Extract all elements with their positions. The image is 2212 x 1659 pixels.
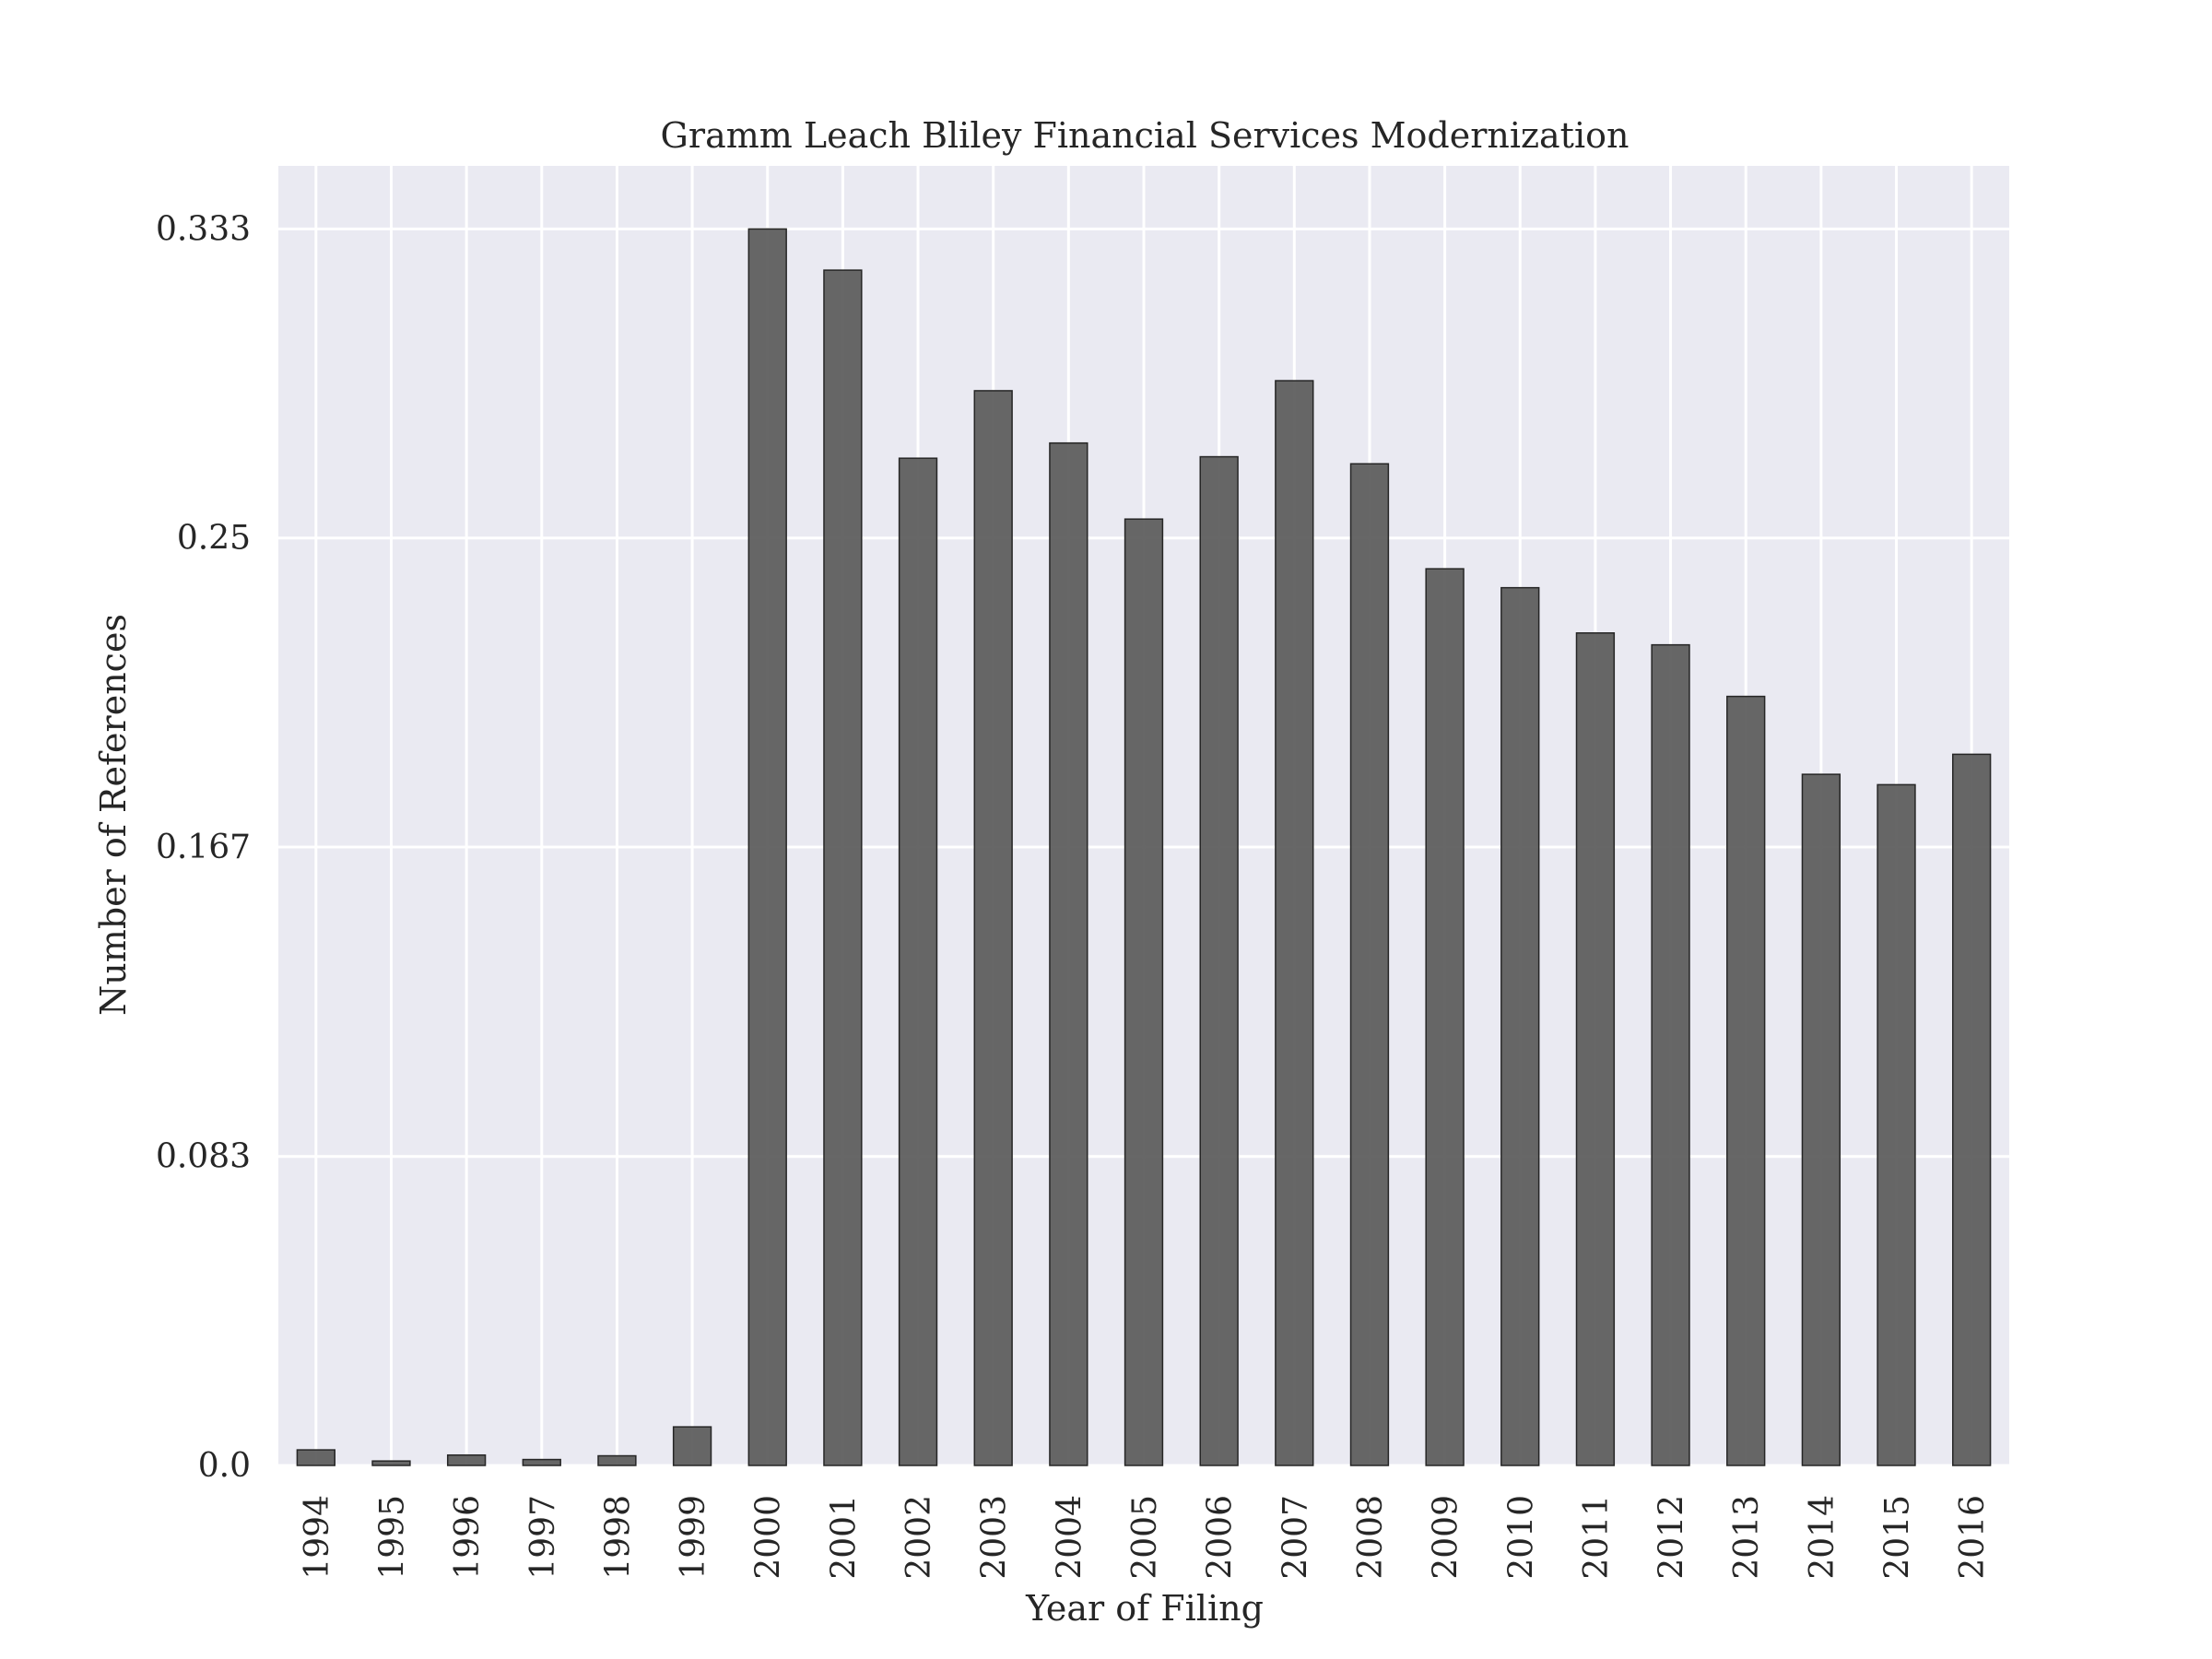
x-tick-label: 2005 bbox=[1126, 1495, 1164, 1580]
bar-2005 bbox=[1124, 518, 1164, 1466]
x-tick-label: 1994 bbox=[299, 1495, 336, 1580]
x-axis-ticks: 1994 1995 1996 1997 1998 1999 2000 2001 2002 2003… bbox=[299, 1495, 1992, 1580]
x-tick-label: 2003 bbox=[976, 1495, 1014, 1580]
y-axis-title: Number of References bbox=[93, 614, 134, 1016]
y-tick-label: 0.167 bbox=[156, 829, 251, 866]
x-tick-label: 1999 bbox=[675, 1495, 712, 1580]
x-tick-label: 2009 bbox=[1428, 1495, 1465, 1580]
x-tick-label: 2002 bbox=[900, 1495, 938, 1580]
y-tick-label: 0.0 bbox=[198, 1447, 251, 1485]
y-tick-label: 0.25 bbox=[177, 520, 251, 558]
x-tick-label: 1996 bbox=[449, 1495, 487, 1580]
x-tick-label: 2015 bbox=[1879, 1495, 1917, 1580]
x-tick-label: 2011 bbox=[1578, 1495, 1616, 1580]
bar-2012 bbox=[1651, 643, 1690, 1466]
bar-2014 bbox=[1801, 773, 1841, 1466]
bar-1994 bbox=[296, 1449, 335, 1466]
x-axis-title: Year of Filing bbox=[1025, 1588, 1264, 1629]
x-tick-label: 2013 bbox=[1728, 1495, 1766, 1580]
bar-2015 bbox=[1877, 783, 1916, 1466]
bar-1997 bbox=[522, 1458, 561, 1466]
bar-2011 bbox=[1575, 632, 1616, 1466]
bar-1999 bbox=[672, 1426, 712, 1466]
bar-1998 bbox=[597, 1454, 637, 1466]
x-tick-label: 2014 bbox=[1804, 1495, 1841, 1580]
bar-1996 bbox=[446, 1453, 487, 1466]
bar-2000 bbox=[747, 228, 787, 1466]
x-tick-label: 2012 bbox=[1653, 1495, 1691, 1580]
bars bbox=[296, 228, 1992, 1466]
x-tick-label: 1997 bbox=[524, 1495, 562, 1580]
bar-2004 bbox=[1049, 441, 1088, 1466]
bar-2006 bbox=[1199, 455, 1239, 1466]
x-tick-label: 1995 bbox=[373, 1495, 411, 1580]
bar-2010 bbox=[1500, 586, 1540, 1466]
bar-2003 bbox=[973, 390, 1013, 1466]
y-tick-label: 0.333 bbox=[156, 210, 251, 248]
x-tick-label: 2010 bbox=[1502, 1495, 1540, 1580]
bar-2001 bbox=[823, 269, 863, 1466]
x-tick-label: 2007 bbox=[1277, 1495, 1314, 1580]
x-tick-label: 2001 bbox=[825, 1495, 863, 1580]
bar-2013 bbox=[1726, 695, 1766, 1466]
bar-2002 bbox=[898, 457, 938, 1466]
bar-2016 bbox=[1952, 753, 1992, 1466]
x-tick-label: 2008 bbox=[1352, 1495, 1390, 1580]
x-tick-label: 2016 bbox=[1954, 1495, 1992, 1580]
x-tick-label: 1998 bbox=[599, 1495, 637, 1580]
bar-2007 bbox=[1275, 380, 1314, 1466]
bar-2008 bbox=[1349, 463, 1390, 1466]
x-tick-label: 2006 bbox=[1202, 1495, 1240, 1580]
x-tick-label: 2000 bbox=[750, 1495, 788, 1580]
bar-2009 bbox=[1425, 568, 1465, 1466]
y-axis-ticks: 0.0 0.083 0.167 0.25 0.333 bbox=[156, 210, 251, 1485]
y-tick-label: 0.083 bbox=[156, 1138, 251, 1176]
chart-title: Gramm Leach Bliley Financial Services Mo… bbox=[661, 115, 1630, 156]
x-tick-label: 2004 bbox=[1051, 1495, 1088, 1580]
bar-1995 bbox=[371, 1460, 411, 1466]
